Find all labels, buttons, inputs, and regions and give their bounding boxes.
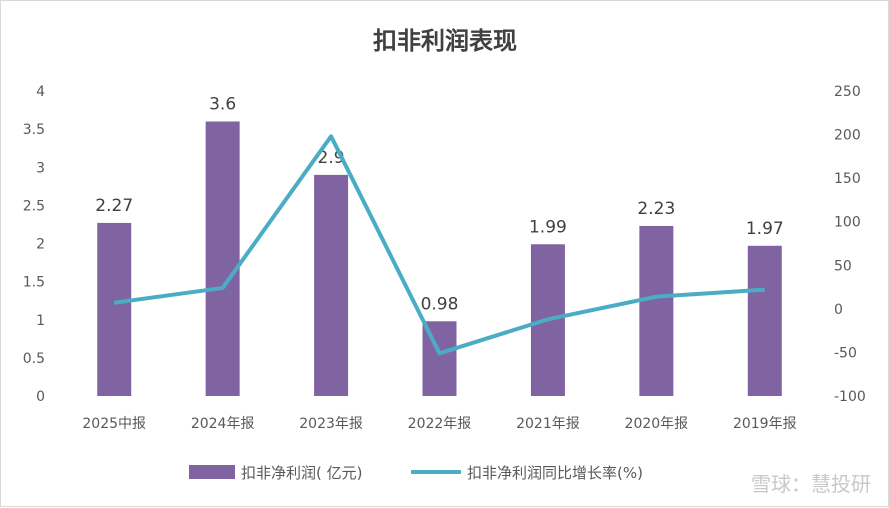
legend-bar-label: 扣非净利润( 亿元) (241, 464, 362, 482)
bar (314, 175, 348, 396)
right-y-tick: 200 (834, 128, 861, 144)
right-y-tick: 50 (834, 258, 852, 274)
x-tick-label: 2022年报 (408, 416, 472, 432)
x-tick-label: 2023年报 (299, 416, 363, 432)
bar (639, 226, 673, 396)
left-y-tick: 0.5 (23, 351, 45, 367)
bar (97, 223, 131, 396)
left-y-tick: 1 (36, 313, 45, 329)
legend-bar-swatch (189, 465, 235, 479)
left-y-tick: 2.5 (23, 198, 45, 214)
data-label: 1.97 (746, 219, 784, 239)
left-y-tick: 3.5 (23, 122, 45, 138)
x-tick-label: 2024年报 (191, 416, 255, 432)
chart-title: 扣非利润表现 (373, 27, 517, 55)
right-y-tick: 150 (834, 171, 861, 187)
bar (206, 122, 240, 397)
left-y-tick: 3 (36, 160, 45, 176)
right-y-tick: -50 (834, 345, 857, 361)
bar (748, 246, 782, 396)
data-label: 2.27 (95, 196, 133, 216)
data-label: 3.6 (209, 95, 236, 115)
right-y-tick: -100 (834, 389, 866, 405)
right-y-tick: 250 (834, 84, 861, 100)
x-tick-label: 2019年报 (733, 416, 797, 432)
x-tick-label: 2020年报 (625, 416, 689, 432)
left-y-tick: 2 (36, 237, 45, 253)
watermark: 雪球：慧投研 (751, 472, 871, 496)
legend-line-label: 扣非净利润同比增长率(%) (467, 464, 643, 482)
left-y-tick: 4 (36, 84, 45, 100)
left-y-tick: 0 (36, 389, 45, 405)
x-tick-label: 2021年报 (516, 416, 580, 432)
left-y-tick: 1.5 (23, 275, 45, 291)
right-y-tick: 100 (834, 215, 861, 231)
data-label: 2.23 (637, 199, 675, 219)
data-label: 1.99 (529, 217, 567, 237)
data-label: 0.98 (421, 294, 459, 314)
x-tick-label: 2025中报 (82, 416, 146, 432)
right-y-tick: 0 (834, 302, 843, 318)
